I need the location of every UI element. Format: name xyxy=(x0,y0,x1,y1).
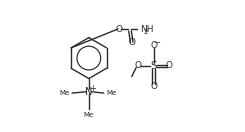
Text: Me: Me xyxy=(106,90,116,96)
Text: Me: Me xyxy=(60,90,70,96)
Text: NH: NH xyxy=(140,25,153,34)
Text: Me: Me xyxy=(84,112,94,117)
Text: O: O xyxy=(116,25,123,34)
Text: +: + xyxy=(89,84,96,93)
Text: O: O xyxy=(166,62,173,70)
Text: O: O xyxy=(134,62,141,70)
Text: S: S xyxy=(150,61,157,71)
Text: −: − xyxy=(153,38,160,47)
Text: O: O xyxy=(128,38,135,47)
Text: N: N xyxy=(85,87,93,97)
Text: O: O xyxy=(150,82,157,91)
Text: O: O xyxy=(150,41,157,50)
Text: 2: 2 xyxy=(143,29,147,35)
